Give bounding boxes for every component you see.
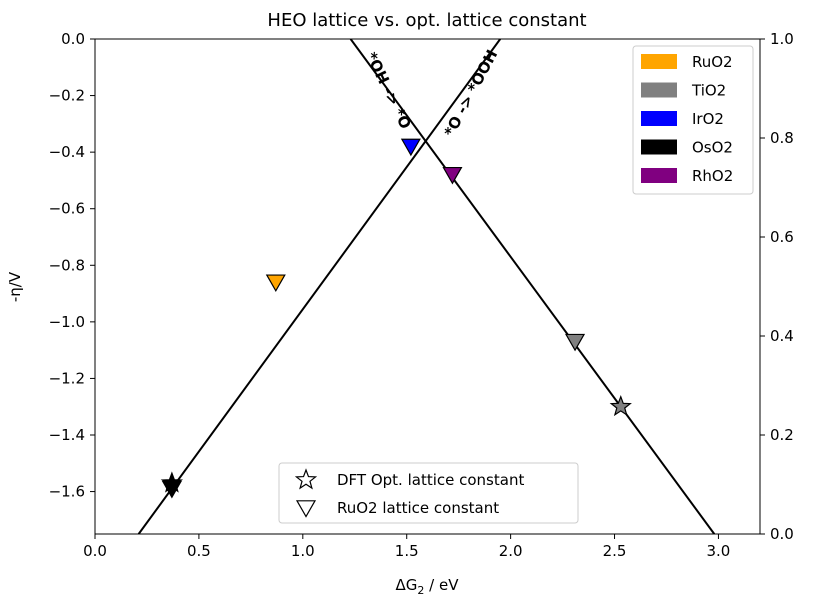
marker-legend-label: RuO2 lattice constant [337, 499, 499, 517]
legend-label-ruo2: RuO2 [692, 53, 733, 71]
marker-legend-label: DFT Opt. lattice constant [337, 471, 524, 489]
legend-label-iro2: IrO2 [692, 110, 724, 128]
trend-line [137, 39, 502, 534]
legend-swatch-ruo2 [641, 54, 677, 69]
marker-legend-box [278, 462, 579, 524]
y-tick-label: −0.2 [49, 87, 85, 105]
legend-swatch-tio2 [641, 82, 677, 98]
x-tick-label: 0.0 [83, 542, 107, 560]
y-tick-label: −1.0 [49, 313, 85, 331]
x-tick-label: 2.0 [499, 542, 523, 560]
x-axis-label: ΔG2 / eV [396, 576, 460, 597]
x-tick-label: 3.0 [707, 542, 731, 560]
x-tick-label: 2.5 [603, 542, 627, 560]
legend-swatch-oso2 [641, 139, 677, 155]
triangle-marker-rho2 [442, 166, 463, 185]
y2-tick-label: 0.2 [770, 426, 794, 444]
y-tick-label: −0.6 [49, 200, 85, 218]
legend-star-icon [294, 468, 318, 490]
line-annotation: *O -> *OOH [440, 47, 501, 140]
y2-tick-label: 0.8 [770, 129, 794, 147]
legend-label-oso2: OsO2 [692, 139, 733, 157]
y-tick-label: −1.6 [49, 483, 85, 501]
x-tick-label: 1.5 [395, 542, 419, 560]
y2-tick-label: 0.0 [770, 525, 794, 543]
trend-line [349, 39, 716, 534]
triangle-marker-oso2 [161, 480, 182, 499]
plot-frame [94, 38, 761, 535]
y-axis-label: -η/V [6, 271, 24, 302]
y2-tick-label: 0.4 [770, 327, 794, 345]
star-marker-tio2 [609, 394, 632, 417]
y-tick-label: −0.8 [49, 256, 85, 274]
triangle-marker-ruo2 [265, 274, 286, 293]
legend-triangle-icon [295, 500, 317, 518]
y2-tick-label: 0.6 [770, 228, 794, 246]
y-tick-label: −0.4 [49, 143, 85, 161]
x-tick-label: 0.5 [187, 542, 211, 560]
legend-swatch-rho2 [641, 168, 677, 183]
legend-label-rho2: RhO2 [692, 167, 733, 185]
x-tick-label: 1.0 [291, 542, 315, 560]
y-tick-label: −1.4 [49, 426, 85, 444]
chart-title: HEO lattice vs. opt. lattice constant [267, 10, 586, 31]
y-tick-label: 0.0 [61, 30, 85, 48]
y2-tick-label: 1.0 [770, 30, 794, 48]
y-tick-label: −1.2 [49, 369, 85, 387]
legend-swatch-iro2 [641, 111, 677, 126]
triangle-marker-iro2 [400, 138, 421, 157]
legend-label-tio2: TiO2 [691, 82, 726, 100]
triangle-marker-tio2 [565, 333, 586, 352]
line-annotation: *OH -> *O [362, 49, 415, 131]
